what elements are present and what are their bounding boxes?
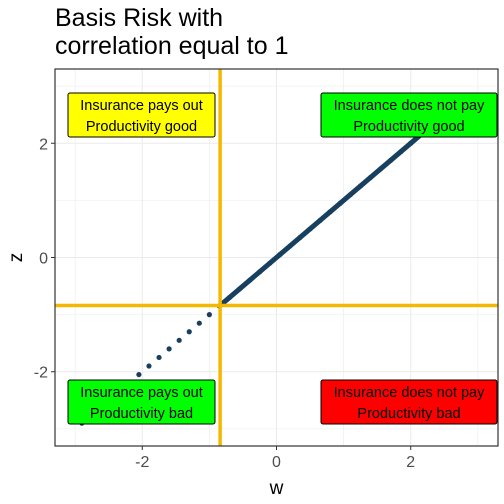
- x-tick-label: -2: [135, 454, 149, 471]
- data-point: [146, 363, 152, 369]
- quadrant-label-box: [67, 92, 216, 138]
- data-points: [79, 132, 424, 426]
- quadrant-label-top-right: Insurance does not pay Productivity good: [320, 92, 498, 138]
- quadrant-label-box: [320, 92, 498, 138]
- quadrant-label-line: Insurance pays out: [80, 385, 203, 401]
- data-point: [206, 312, 212, 318]
- y-tick-label: -2: [34, 365, 48, 382]
- chart-title-line-2: correlation equal to 1: [55, 32, 289, 60]
- y-axis-label: z: [6, 253, 27, 263]
- quadrant-label-line: Productivity bad: [357, 406, 460, 422]
- quadrant-label-line: Insurance does not pay: [334, 98, 485, 114]
- quadrant-label-line: Productivity good: [86, 119, 197, 135]
- data-point-cluster: [216, 132, 424, 309]
- quadrant-label-line: Insurance does not pay: [334, 385, 485, 401]
- y-tick-label: 0: [39, 251, 48, 268]
- quadrant-label-line: Productivity bad: [90, 406, 193, 422]
- chart-title-line-1: Basis Risk with: [55, 4, 224, 32]
- chart-title: Basis Risk with correlation equal to 1: [55, 4, 495, 60]
- quadrant-label-box: [320, 379, 498, 425]
- data-point: [166, 346, 172, 352]
- x-tick-label: 0: [272, 454, 281, 471]
- x-tick-label: 2: [406, 454, 415, 471]
- quadrant-label-bottom-left: Insurance pays out Productivity bad: [67, 379, 216, 425]
- data-point: [196, 320, 202, 326]
- data-point: [176, 337, 182, 343]
- data-point: [186, 329, 192, 335]
- y-tick-label: 2: [39, 136, 48, 153]
- threshold-lines: [55, 69, 498, 446]
- quadrant-label-bottom-right: Insurance does not pay Productivity bad: [320, 379, 498, 425]
- data-point: [136, 371, 142, 378]
- quadrant-label-line: Productivity good: [353, 119, 464, 135]
- quadrant-label-line: Insurance pays out: [80, 98, 203, 114]
- quadrant-label-box: [67, 379, 216, 425]
- x-axis-label: w: [269, 478, 284, 499]
- axis-ticks: -2 0 2 -2 0 2: [34, 136, 416, 471]
- data-point: [156, 354, 162, 361]
- quadrant-label-top-left: Insurance pays out Productivity good: [67, 92, 216, 138]
